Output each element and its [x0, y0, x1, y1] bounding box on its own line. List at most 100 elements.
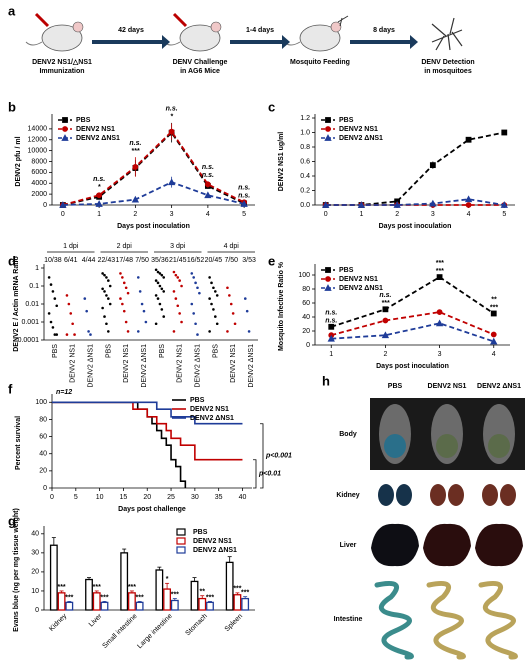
dot: [121, 302, 124, 306]
x-tick-label: DENV2 NS1: [230, 344, 237, 383]
bar: [49, 544, 58, 611]
dot: [126, 330, 130, 333]
legend-marker: [324, 284, 332, 291]
significance: ***: [65, 594, 73, 601]
panel-label: g: [8, 513, 16, 528]
series-line: [325, 131, 505, 206]
x-axis-label: Days post inoculation: [379, 223, 452, 230]
dot: [192, 276, 195, 279]
dot: [154, 322, 158, 326]
arrow-head: [410, 35, 418, 49]
significance: n.s.: [238, 192, 250, 199]
legend-label: DENV2 NS1: [339, 276, 378, 283]
data-point: [501, 129, 508, 136]
dot: [243, 297, 247, 300]
dot: [73, 333, 76, 336]
dot: [156, 281, 160, 285]
y-axis-label: Evans blue (ng per mg tissue weight): [13, 508, 20, 632]
panel-label: b: [8, 99, 16, 114]
significance: n.s.: [166, 106, 178, 113]
bar: [65, 601, 74, 611]
photo-intestine: [426, 581, 466, 660]
legend-label: DENV2 NS1: [190, 406, 229, 413]
x-tick-label: 0: [324, 211, 328, 218]
dot: [87, 330, 90, 333]
x-axis-label: Days post inoculation: [376, 363, 449, 370]
group-label: 4 dpi: [224, 243, 240, 250]
dot: [156, 270, 160, 274]
y-tick-label: 10000: [28, 147, 48, 154]
dot: [178, 279, 181, 282]
series-line: [62, 130, 245, 206]
dot: [107, 330, 110, 333]
dot: [208, 297, 211, 300]
legend-label: DENV2 ΔNS1: [193, 547, 237, 554]
significance: n.s.: [238, 184, 250, 191]
dot: [136, 330, 140, 333]
series-line: [330, 276, 495, 328]
panel-label: e: [268, 253, 275, 268]
data-point: [132, 164, 139, 170]
x-tick-label: 3: [431, 211, 435, 218]
survival-curve: [52, 401, 243, 425]
x-tick-label: 4: [206, 211, 210, 218]
series-line: [331, 322, 495, 343]
significance: *: [166, 576, 169, 583]
dot: [226, 330, 229, 333]
bar: [225, 561, 234, 611]
x-tick-label: 20: [143, 494, 151, 501]
ratio-label: 3/53: [242, 257, 256, 264]
dot: [47, 312, 51, 315]
significance: ***: [435, 260, 443, 267]
ratio-label: 17/48: [115, 257, 133, 264]
ratio-label: 4/44: [82, 257, 96, 264]
x-tick-label: 5: [74, 494, 78, 501]
dot: [231, 312, 235, 315]
series-line: [325, 198, 505, 206]
significance: **: [491, 296, 497, 303]
legend-marker: [325, 126, 331, 132]
dot: [196, 333, 199, 336]
x-tick-label: 0: [50, 494, 54, 501]
data-point: [429, 162, 436, 169]
panel-label: h: [322, 373, 330, 388]
dot: [190, 272, 194, 275]
photo-intestine: [478, 581, 518, 660]
dot: [124, 320, 128, 324]
legend-marker: [325, 276, 331, 282]
x-tick-label: Spleen: [224, 613, 244, 633]
step-label: in mosquitoes: [424, 68, 472, 75]
mouse-icon: [41, 24, 83, 52]
step-label: Immunization: [39, 68, 84, 75]
x-tick-label: DENV2 NS1: [123, 344, 130, 383]
significance: ***: [93, 584, 101, 591]
data-point: [381, 331, 390, 339]
legend-label: DENV2 ΔNS1: [339, 135, 383, 142]
dot: [212, 286, 215, 290]
dot: [142, 309, 146, 313]
bar: [135, 601, 144, 611]
syringe-icon: [34, 12, 50, 28]
x-tick-label: Liver: [88, 612, 104, 628]
dot: [140, 302, 144, 306]
bracket: [260, 423, 264, 489]
dot: [196, 286, 199, 290]
dot: [180, 320, 183, 324]
significance: n.s.: [202, 164, 214, 171]
significance: *: [170, 114, 173, 121]
group-label: 1 dpi: [63, 243, 79, 250]
significance: ***: [490, 304, 498, 311]
ratio-label: 35/36: [151, 257, 169, 264]
y-tick-label: 30: [31, 550, 39, 557]
mouse-tail: [25, 41, 43, 46]
dot: [212, 308, 215, 311]
y-tick-label: 0: [35, 607, 39, 614]
dot: [215, 294, 219, 297]
dot: [105, 276, 108, 279]
legend-label: DENV2 NS1: [339, 126, 378, 133]
significance: ***: [381, 300, 389, 307]
data-point: [382, 306, 389, 313]
dot: [136, 276, 140, 279]
ratio-label: 21/45: [169, 257, 187, 264]
panel-label: d: [8, 253, 16, 268]
